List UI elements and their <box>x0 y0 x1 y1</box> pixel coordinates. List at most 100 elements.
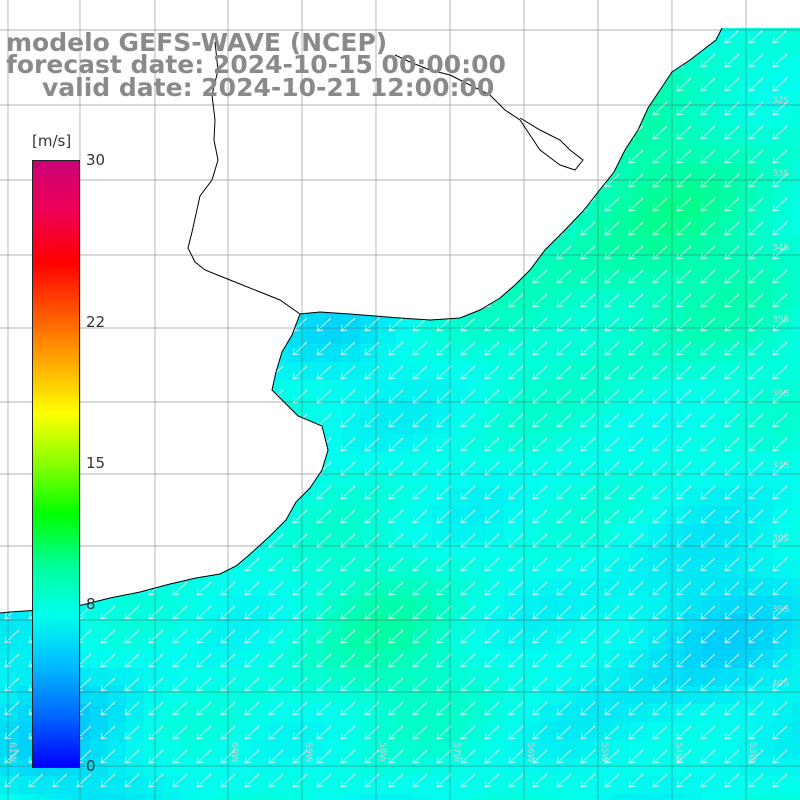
speed-cell <box>270 596 289 615</box>
wind-arrow <box>700 173 716 188</box>
longitude-labels: 61W 60W 59W 58W 57W 56W 55W 54W 53W <box>7 742 757 762</box>
speed-cell <box>0 758 19 777</box>
speed-cell <box>720 686 739 705</box>
speed-cell <box>792 200 800 219</box>
speed-cell <box>774 506 793 525</box>
wind-arrow <box>604 701 620 716</box>
speed-cell <box>342 578 361 597</box>
speed-cell <box>684 650 703 669</box>
speed-cell <box>774 236 793 255</box>
speed-cell <box>558 524 577 543</box>
speed-cell <box>504 506 523 525</box>
speed-cell <box>666 254 685 273</box>
speed-cell <box>90 794 109 800</box>
speed-cell <box>540 524 559 543</box>
wind-arrow <box>508 485 524 500</box>
wind-arrow <box>508 413 524 428</box>
wind-arrow <box>340 365 356 380</box>
wind-arrow <box>532 581 548 596</box>
speed-cell <box>342 506 361 525</box>
speed-cell <box>630 668 649 687</box>
speed-cell <box>522 272 541 291</box>
speed-cell <box>342 542 361 561</box>
wind-arrow <box>604 749 620 764</box>
wind-arrow <box>436 725 452 740</box>
wind-arrow <box>556 605 572 620</box>
wind-arrow <box>772 629 788 644</box>
speed-cell <box>378 380 397 399</box>
wind-arrow <box>772 701 788 716</box>
speed-cell <box>792 704 800 723</box>
speed-cell <box>756 794 775 800</box>
speed-cell <box>720 704 739 723</box>
speed-cell <box>576 560 595 579</box>
wind-arrow <box>268 605 284 620</box>
speed-cell <box>720 164 739 183</box>
speed-cell <box>288 380 307 399</box>
speed-cell <box>630 740 649 759</box>
speed-cell <box>486 758 505 777</box>
speed-cell <box>774 632 793 651</box>
colorbar <box>32 160 80 768</box>
wind-arrow <box>436 677 452 692</box>
wind-arrow <box>700 701 716 716</box>
speed-cell <box>666 326 685 345</box>
speed-cell <box>522 542 541 561</box>
speed-cell <box>342 758 361 777</box>
speed-cell <box>234 776 253 795</box>
speed-cell <box>756 578 775 597</box>
speed-cell <box>54 794 73 800</box>
speed-cell <box>738 668 757 687</box>
wind-arrow <box>316 365 332 380</box>
speed-cell <box>360 632 379 651</box>
speed-cell <box>468 506 487 525</box>
speed-cell <box>360 506 379 525</box>
speed-cell <box>630 722 649 741</box>
wind-arrow <box>652 293 668 308</box>
wind-arrow <box>508 725 524 740</box>
speed-cell <box>324 488 343 507</box>
speed-cell <box>270 740 289 759</box>
speed-cell <box>108 614 127 633</box>
speed-cell <box>414 722 433 741</box>
wind-arrow <box>748 53 764 68</box>
speed-cell <box>378 650 397 669</box>
speed-cell <box>630 362 649 381</box>
speed-cell <box>684 488 703 507</box>
speed-cell <box>612 650 631 669</box>
speed-cell <box>486 740 505 759</box>
speed-cell <box>702 398 721 417</box>
speed-cell <box>450 722 469 741</box>
speed-cell <box>198 578 217 597</box>
speed-cell <box>684 416 703 435</box>
wind-arrow <box>676 269 692 284</box>
wind-arrow <box>652 653 668 668</box>
speed-cell <box>504 740 523 759</box>
speed-cell <box>612 560 631 579</box>
speed-cell <box>684 794 703 800</box>
speed-cell <box>684 74 703 93</box>
speed-cell <box>90 632 109 651</box>
latitude-label: 32S <box>772 96 789 106</box>
speed-cell <box>774 74 793 93</box>
wind-arrow <box>700 653 716 668</box>
speed-cell <box>432 506 451 525</box>
speed-cell <box>198 650 217 669</box>
wind-arrow <box>196 677 212 692</box>
speed-cell <box>486 632 505 651</box>
wind-arrow <box>316 773 332 788</box>
speed-cell <box>792 650 800 669</box>
wind-arrow <box>748 725 764 740</box>
wind-arrow <box>364 485 380 500</box>
speed-cell <box>396 434 415 453</box>
wind-arrow <box>772 173 788 188</box>
wind-arrow <box>652 557 668 572</box>
speed-cell <box>540 308 559 327</box>
speed-cell <box>414 470 433 489</box>
speed-cell <box>702 434 721 453</box>
speed-cell <box>306 596 325 615</box>
wind-arrow <box>772 101 788 116</box>
speed-cell <box>774 704 793 723</box>
speed-cell <box>522 686 541 705</box>
